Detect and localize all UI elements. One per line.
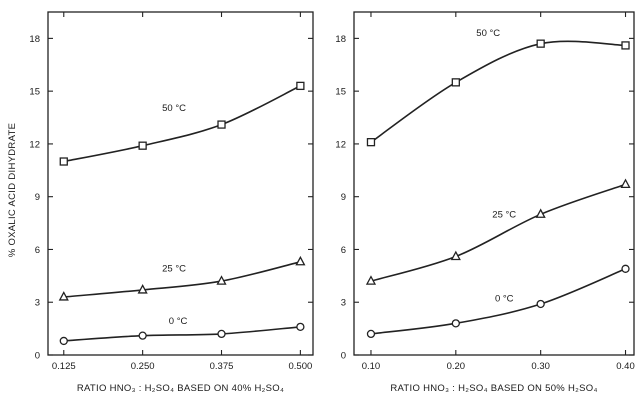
series-label: 25 °C — [492, 209, 516, 220]
square-marker — [217, 120, 226, 129]
y-tick-label: 6 — [35, 245, 40, 256]
y-tick-label: 6 — [341, 245, 346, 256]
triangle-marker — [295, 255, 306, 266]
y-tick-label: 9 — [341, 192, 346, 203]
series-line — [63, 85, 301, 163]
circle-marker — [217, 329, 226, 339]
x-tick-label: 0.30 — [531, 361, 550, 372]
series-label: 0 °C — [495, 294, 514, 305]
y-tick-label: 15 — [29, 87, 40, 98]
series-line — [63, 261, 301, 298]
plot-frame — [47, 11, 314, 356]
square-marker — [138, 141, 147, 150]
y-tick-label: 9 — [35, 192, 40, 203]
triangle-marker — [216, 275, 227, 285]
square-marker — [536, 39, 545, 48]
plot-frame — [353, 11, 635, 356]
y-tick-label: 0 — [341, 351, 346, 362]
series-line — [370, 268, 626, 335]
triangle-marker — [620, 178, 631, 189]
x-tick-label: 0.375 — [210, 361, 234, 372]
square-marker — [451, 78, 460, 87]
triangle-marker — [137, 284, 148, 294]
y-tick-label: 3 — [341, 298, 346, 309]
circle-marker — [138, 331, 147, 340]
y-tick-label: 18 — [335, 34, 346, 45]
y-tick-label: 15 — [335, 87, 346, 98]
x-tick-label: 0.20 — [447, 361, 466, 372]
circle-marker — [621, 264, 630, 273]
x-tick-label: 0.250 — [131, 361, 155, 372]
x-tick-label: 0.125 — [52, 361, 76, 372]
circle-marker — [366, 329, 376, 339]
series-line — [370, 183, 626, 282]
x-axis-title: RATIO HNO₃ : H₂SO₄ BASED ON 40% H₂SO₄ — [77, 383, 284, 394]
circle-marker — [451, 319, 460, 328]
triangle-marker — [365, 275, 377, 285]
y-tick-label: 3 — [35, 298, 40, 309]
series-label: 0 °C — [169, 316, 188, 327]
y-tick-label: 12 — [29, 139, 40, 150]
circle-marker — [296, 322, 305, 332]
y-tick-label: 0 — [35, 351, 40, 362]
series-label: 50 °C — [162, 103, 186, 114]
square-marker — [296, 81, 305, 91]
triangle-marker — [535, 208, 546, 218]
left-panel: 0 3 6 9 12 15 18 0.125 0.250 0.375 0.500 RATIO HNO₃… — [29, 11, 314, 394]
series-line — [63, 326, 301, 342]
series-label: 25 °C — [162, 264, 186, 275]
x-tick-label: 0.10 — [362, 361, 381, 372]
circle-marker — [59, 336, 68, 346]
square-marker — [366, 138, 376, 147]
square-marker — [59, 157, 68, 166]
y-tick-label: 12 — [335, 139, 346, 150]
y-axis-title: % OXALIC ACID DIHYDRATE — [7, 123, 18, 257]
right-panel: 0 3 6 9 12 15 18 0.10 0.20 0.30 0.40 RATIO HNO₃ : H… — [335, 11, 635, 394]
x-axis-title: RATIO HNO₃ : H₂SO₄ BASED ON 50% H₂SO₄ — [390, 383, 597, 394]
x-tick-label: 0.500 — [288, 361, 312, 372]
series-line — [370, 40, 626, 143]
y-tick-label: 18 — [29, 34, 40, 45]
x-tick-label: 0.40 — [616, 361, 635, 372]
circle-marker — [536, 299, 545, 309]
square-marker — [621, 41, 630, 50]
triangle-marker — [58, 291, 69, 301]
series-label: 50 °C — [476, 28, 500, 39]
triangle-marker — [450, 250, 461, 261]
